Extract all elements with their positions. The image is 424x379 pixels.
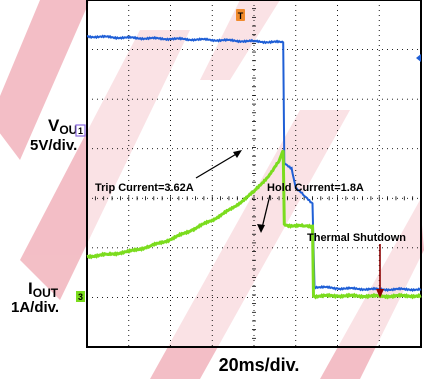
iout-channel-label: IOUT 1A/div. — [11, 279, 59, 316]
vout-scale: 5V/div. — [30, 137, 77, 154]
vout-trace — [86, 34, 422, 292]
trigger-level-arrow-icon — [416, 54, 421, 62]
vout-channel-marker: 1 — [75, 124, 86, 137]
x-axis-label: 20ms/div. — [219, 355, 300, 375]
hold-current-annotation: Hold Current=1.8A — [257, 182, 364, 233]
svg-text:IOUT: IOUT — [28, 279, 59, 300]
svg-text:3: 3 — [78, 292, 83, 302]
svg-text:T: T — [238, 11, 244, 21]
svg-text:1: 1 — [78, 126, 83, 136]
iout-scale: 1A/div. — [11, 299, 59, 316]
trip-current-label: Trip Current=3.62A — [95, 182, 194, 194]
iout-label-main: I — [28, 279, 33, 298]
vout-label-main: V — [48, 116, 60, 135]
thermal-shutdown-annotation: Thermal Shutdown — [307, 232, 406, 298]
iout-trace — [86, 149, 422, 300]
hold-current-label: Hold Current=1.8A — [267, 182, 364, 194]
trip-current-annotation: Trip Current=3.62A — [95, 150, 242, 194]
trigger-marker: T — [236, 9, 245, 21]
iout-label-sub: OUT — [33, 286, 59, 300]
thermal-shutdown-label: Thermal Shutdown — [307, 232, 406, 244]
iout-channel-marker: 3 — [76, 291, 85, 302]
